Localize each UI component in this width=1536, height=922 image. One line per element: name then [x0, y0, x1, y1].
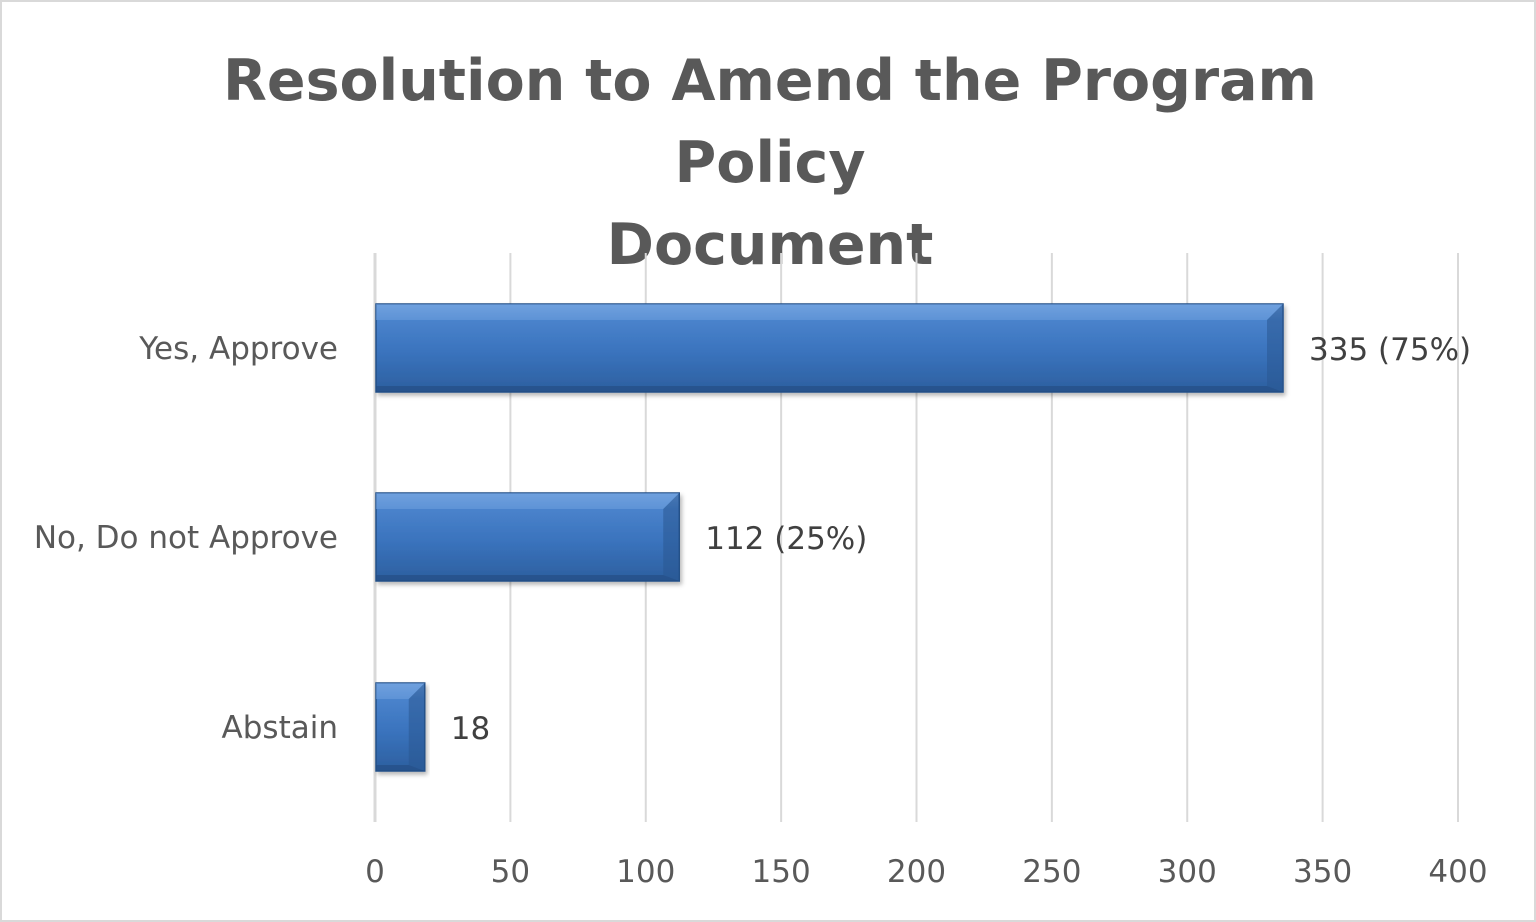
x-tick-label: 250 [1022, 854, 1081, 890]
bar-bevel-top [376, 493, 680, 509]
category-label: No, Do not Approve [34, 520, 338, 556]
x-tick-label: 150 [752, 854, 811, 890]
x-axis-tick-labels: 0 50 100 150 200 250 300 350 400 [365, 854, 1487, 890]
bar-bevel-right [1267, 304, 1284, 392]
bar-3 [375, 682, 426, 772]
bar-bevel-bottom [376, 765, 425, 771]
x-tick-label: 350 [1293, 854, 1352, 890]
bar-2 [375, 492, 680, 582]
bar-bevel-bottom [376, 575, 680, 581]
data-label: 112 (25%) [705, 521, 867, 557]
data-label: 18 [451, 711, 490, 747]
category-labels: Yes, Approve No, Do not Approve Abstain [34, 331, 338, 746]
x-tick-label: 100 [616, 854, 675, 890]
data-label: 335 (75%) [1309, 332, 1471, 368]
chart-title-line-2: Document [606, 212, 934, 278]
x-tick-label: 400 [1428, 854, 1487, 890]
x-tick-label: 200 [887, 854, 946, 890]
bar-bevel-top [376, 683, 425, 699]
x-tick-label: 50 [491, 854, 530, 890]
bar-bevel-right [663, 493, 680, 581]
bar-1 [375, 303, 1284, 393]
x-tick-label: 300 [1158, 854, 1217, 890]
bars [375, 303, 1284, 772]
category-label: Abstain [222, 710, 338, 746]
chart-title-line-1: Resolution to Amend the Program Policy [223, 48, 1317, 196]
x-tick-label: 0 [365, 854, 385, 890]
data-labels: 335 (75%) 112 (25%) 18 [451, 332, 1471, 747]
category-label: Yes, Approve [138, 331, 338, 367]
bar-bevel-bottom [376, 386, 1284, 392]
bar-bevel-top [376, 304, 1284, 320]
bar-bevel-right [408, 683, 425, 771]
chart-title: Resolution to Amend the Program Policy D… [152, 40, 1388, 286]
